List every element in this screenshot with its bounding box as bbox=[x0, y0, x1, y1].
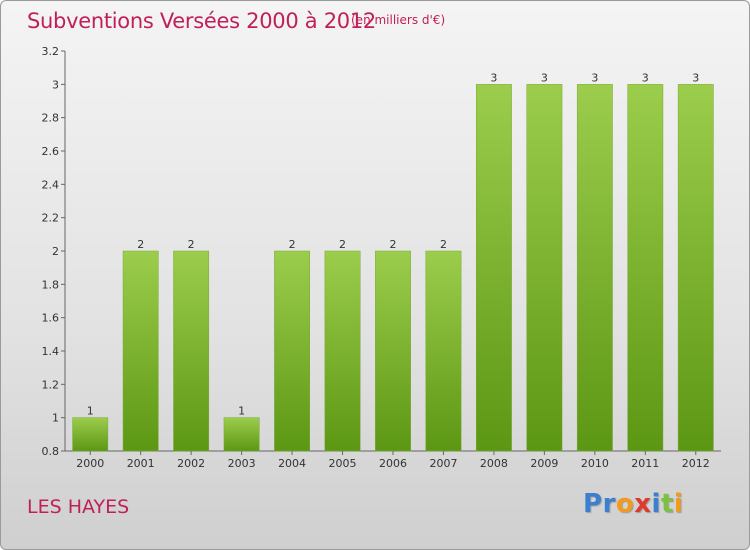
x-tick-label: 2000 bbox=[76, 457, 104, 470]
bar-2000 bbox=[72, 417, 109, 452]
bar-value-label: 3 bbox=[490, 71, 497, 84]
y-tick-label: 2.4 bbox=[42, 178, 60, 191]
x-tick-label: 2002 bbox=[177, 457, 205, 470]
y-tick-label: 0.8 bbox=[42, 445, 60, 458]
y-tick-label: 1.8 bbox=[42, 278, 60, 291]
bar-2009 bbox=[526, 84, 563, 452]
x-tick-label: 2012 bbox=[682, 457, 710, 470]
chart-title: Subventions Versées 2000 à 2012 bbox=[27, 9, 376, 33]
bar-value-label: 2 bbox=[339, 238, 346, 251]
y-tick-label: 2.2 bbox=[42, 212, 60, 225]
logo-letter: x bbox=[634, 489, 652, 519]
y-tick-label: 2.6 bbox=[42, 145, 60, 158]
bar-2002 bbox=[173, 250, 210, 452]
x-tick-label: 2006 bbox=[379, 457, 407, 470]
bar-value-label: 2 bbox=[188, 238, 195, 251]
y-tick-label: 1.6 bbox=[42, 312, 60, 325]
x-tick-label: 2010 bbox=[581, 457, 609, 470]
bars bbox=[72, 84, 714, 452]
x-tick-label: 2004 bbox=[278, 457, 306, 470]
x-tick-label: 2008 bbox=[480, 457, 508, 470]
logo-letter: t bbox=[660, 489, 674, 519]
x-tick-label: 2005 bbox=[329, 457, 357, 470]
bar-value-label: 2 bbox=[137, 238, 144, 251]
y-tick-label: 2.8 bbox=[42, 112, 60, 125]
bar-value-label: 1 bbox=[87, 405, 94, 418]
bar-2003 bbox=[223, 417, 260, 452]
proxiti-logo: Proxiti bbox=[583, 489, 683, 519]
bar-value-label: 3 bbox=[541, 71, 548, 84]
bar-2010 bbox=[576, 84, 613, 452]
y-tick-label: 1 bbox=[52, 412, 59, 425]
bar-value-label: 3 bbox=[642, 71, 649, 84]
bar-value-label: 3 bbox=[692, 71, 699, 84]
bar-2007 bbox=[425, 250, 462, 452]
labels: 1 2 2 1 2 2 2 2 3 3 3 3 3 bbox=[87, 71, 700, 417]
logo-letter: i bbox=[673, 489, 684, 519]
logo-letter: r bbox=[602, 489, 616, 519]
logo-letter: o bbox=[615, 489, 635, 519]
axes: 0.8 1 1.2 1.4 1.6 1.8 2 2.2 2.4 2.6 2.8 3 3.2 2000 200… bbox=[42, 45, 721, 470]
bar-2011 bbox=[627, 84, 664, 452]
y-tick-label: 1.2 bbox=[42, 378, 60, 391]
bar-2008 bbox=[476, 84, 512, 452]
bar-2006 bbox=[375, 250, 411, 452]
bar-2005 bbox=[324, 250, 361, 452]
bar-value-label: 1 bbox=[238, 405, 245, 418]
x-tick-label: 2007 bbox=[429, 457, 457, 470]
bar-value-label: 2 bbox=[390, 238, 397, 251]
x-tick-label: 2009 bbox=[530, 457, 558, 470]
logo-letter: P bbox=[583, 489, 603, 519]
bar-2012 bbox=[677, 84, 714, 452]
y-tick-label: 2 bbox=[52, 245, 59, 258]
chart-subtitle: (en milliers d'€) bbox=[351, 13, 446, 27]
commune-name: LES HAYES bbox=[27, 496, 130, 518]
y-tick-label: 3.2 bbox=[42, 45, 60, 58]
y-tick-label: 1.4 bbox=[42, 345, 60, 358]
x-tick-label: 2011 bbox=[631, 457, 659, 470]
bar-value-label: 3 bbox=[591, 71, 598, 84]
x-tick-label: 2003 bbox=[228, 457, 256, 470]
logo-letter: i bbox=[651, 489, 661, 519]
bar-2004 bbox=[274, 250, 310, 452]
bar-2001 bbox=[122, 250, 159, 452]
x-tick-label: 2001 bbox=[127, 457, 155, 470]
bar-value-label: 2 bbox=[440, 238, 447, 251]
y-tick-label: 3 bbox=[52, 78, 59, 91]
bar-value-label: 2 bbox=[289, 238, 296, 251]
